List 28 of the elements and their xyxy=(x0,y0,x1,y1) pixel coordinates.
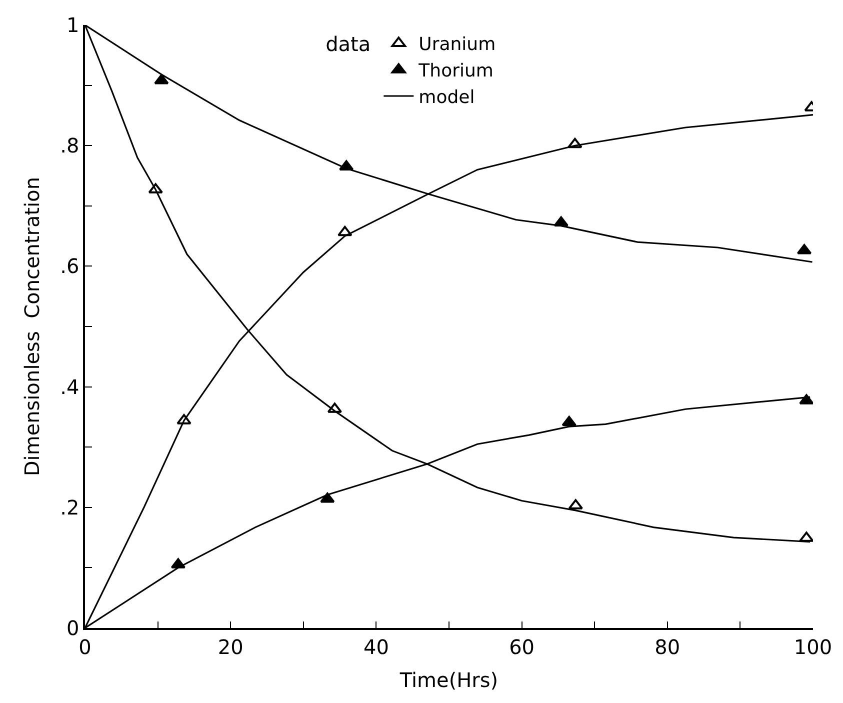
y-axis-title: Dimensionless Concentration xyxy=(20,176,44,476)
x-tick-label: 100 xyxy=(794,634,832,659)
x-tick-label: 40 xyxy=(363,634,389,659)
point xyxy=(176,414,192,424)
y-tick-label: 1 xyxy=(66,13,80,37)
y-tick-label: .2 xyxy=(60,495,80,520)
legend-label: model xyxy=(418,87,475,108)
x-axis-title: Time(Hrs) xyxy=(398,668,498,692)
x-tick-label: 20 xyxy=(218,634,244,659)
point xyxy=(320,492,335,503)
point xyxy=(148,183,163,194)
y-tick-label: .8 xyxy=(60,134,80,158)
x-tick-label: 60 xyxy=(509,634,535,659)
legend-label: Uranium xyxy=(418,34,496,56)
point xyxy=(338,226,352,236)
x-tick-label: 80 xyxy=(654,634,680,659)
point xyxy=(799,532,813,542)
point xyxy=(562,416,576,426)
y-tick-label: .4 xyxy=(60,374,80,399)
point xyxy=(799,394,813,404)
legend-title: data xyxy=(326,32,371,56)
point xyxy=(568,138,582,148)
point xyxy=(554,216,568,227)
point xyxy=(154,74,169,84)
legend-label: Thorium xyxy=(418,60,494,82)
y-tick-label: 0 xyxy=(66,616,80,640)
y-tick-label: .6 xyxy=(60,254,80,278)
point xyxy=(339,160,354,170)
